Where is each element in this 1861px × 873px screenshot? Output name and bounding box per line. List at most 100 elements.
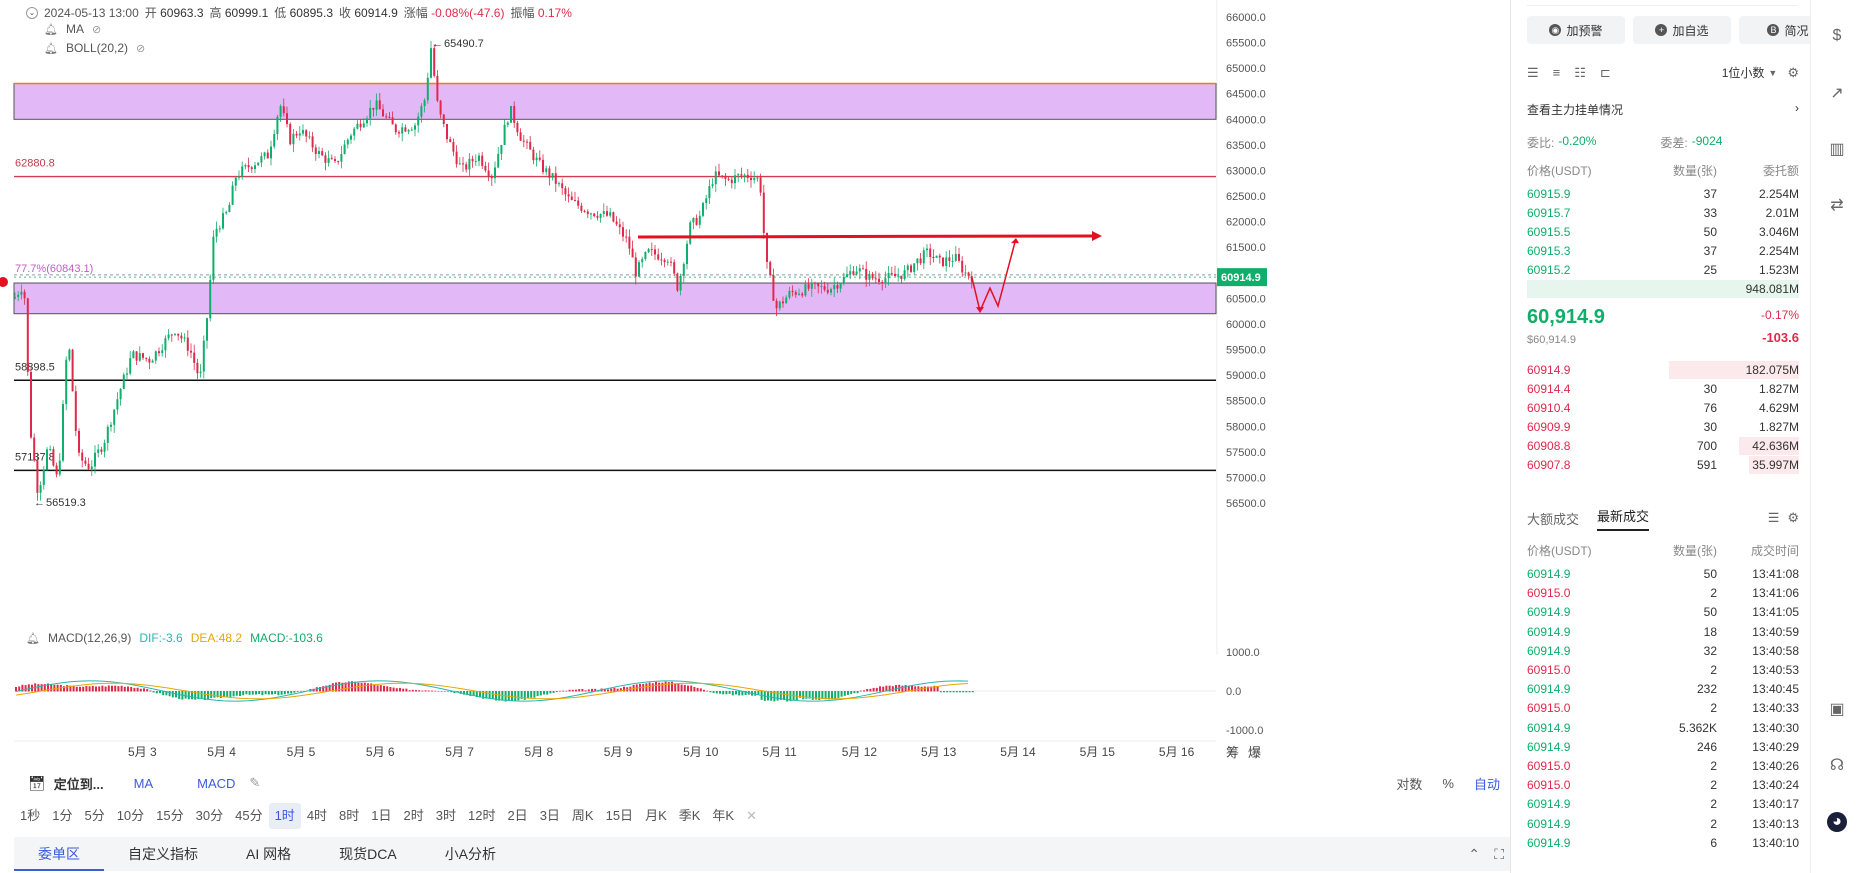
trade-row[interactable]: 60914.9 232 13:40:45 bbox=[1527, 679, 1799, 699]
chevron-up-icon[interactable]: ⌃ bbox=[1468, 845, 1480, 862]
settings-icon[interactable]: ⚙︎ bbox=[1787, 64, 1799, 80]
macd-toggle[interactable]: MACD bbox=[197, 775, 236, 791]
bar-chart-icon[interactable]: ▥ bbox=[1829, 141, 1845, 158]
bid-row[interactable]: 60914.92.989K182.075M bbox=[1527, 360, 1799, 380]
trade-row[interactable]: 60914.9 32 13:40:58 bbox=[1527, 641, 1799, 661]
trade-row[interactable]: 60914.9 50 13:41:08 bbox=[1527, 564, 1799, 584]
bottom-tab-2[interactable]: AI 网格 bbox=[246, 846, 292, 862]
eye-off-icon[interactable]: ⊘ bbox=[91, 23, 102, 36]
filter-icon[interactable]: ☰ bbox=[1767, 510, 1780, 525]
cell-a: 13:41:06 bbox=[1752, 586, 1799, 601]
timeframe-7[interactable]: 1时 bbox=[268, 803, 301, 829]
bid-row[interactable]: 60908.8 700 42.636M bbox=[1527, 436, 1799, 456]
bid-row[interactable]: 60907.8 591 35.997M bbox=[1527, 455, 1799, 475]
timeframe-10[interactable]: 1日 bbox=[371, 808, 392, 823]
trade-row[interactable]: 60915.0 2 13:40:26 bbox=[1527, 756, 1799, 776]
candlestick-chart[interactable]: 66000.0 65500.0 65000.0 64500.0 64000.0 63500… bbox=[0, 0, 1510, 873]
percent-toggle[interactable]: % bbox=[1442, 775, 1454, 791]
trade-row[interactable]: 60915.0 2 13:40:53 bbox=[1527, 660, 1799, 680]
add-watchlist-button[interactable]: + 加自选 bbox=[1633, 16, 1731, 44]
ask-row[interactable]: 60915.7 33 2.01M bbox=[1527, 203, 1799, 223]
bottom-tab-3[interactable]: 现货DCA bbox=[339, 846, 397, 862]
trade-row[interactable]: 60915.0 2 13:40:33 bbox=[1527, 698, 1799, 718]
timeframe-8[interactable]: 4时 bbox=[306, 808, 328, 823]
timeframe-1[interactable]: 1分 bbox=[52, 808, 73, 823]
headset-icon[interactable]: ☊ bbox=[1829, 757, 1845, 774]
ask-row[interactable]: 60915.5 50 3.046M bbox=[1527, 222, 1799, 242]
trade-row[interactable]: 60914.9 246 13:40:29 bbox=[1527, 737, 1799, 757]
timeframe-12[interactable]: 3时 bbox=[435, 808, 456, 823]
layout-list-icon[interactable]: ≡ bbox=[1552, 65, 1561, 80]
layout-both-icon[interactable]: ☰ bbox=[1527, 64, 1539, 80]
bottom-tab-1[interactable]: 自定义指标 bbox=[128, 846, 198, 862]
auto-toggle[interactable]: 自动 bbox=[1473, 776, 1500, 792]
view-main-orders[interactable]: 查看主力挂单情况 › bbox=[1527, 101, 1799, 117]
trade-row[interactable]: 60914.9 2 13:40:17 bbox=[1527, 794, 1799, 814]
layout-icon[interactable]: ▣ bbox=[1829, 701, 1845, 718]
trade-row[interactable]: 60914.9 18 13:40:59 bbox=[1527, 622, 1799, 642]
tab-latest-trades[interactable]: 最新成交 bbox=[1597, 506, 1650, 531]
bell-icon[interactable]: 🔔︎ bbox=[26, 632, 40, 645]
timeframe-6[interactable]: 45分 bbox=[235, 808, 263, 823]
layout-bid-icon[interactable]: ☷ bbox=[1574, 64, 1586, 80]
timeframe-16[interactable]: 周K bbox=[571, 808, 594, 823]
timeframe-5[interactable]: 30分 bbox=[195, 808, 224, 823]
bid-row[interactable]: 60914.4 30 1.827M bbox=[1527, 379, 1799, 399]
decimal-select[interactable]: 1位小数 bbox=[1721, 66, 1765, 80]
bell-icon[interactable]: 🔔︎ bbox=[44, 23, 58, 36]
chevron-icon[interactable]: ⌄ bbox=[26, 6, 38, 19]
exchange-icon[interactable]: ⇄ bbox=[1830, 197, 1844, 214]
layout-ask-icon[interactable]: ⊏ bbox=[1599, 64, 1611, 80]
calendar-icon[interactable]: 📅︎ bbox=[28, 774, 46, 791]
eye-off-icon[interactable]: ⊘ bbox=[136, 42, 146, 55]
add-alert-button[interactable]: ◉ 加预警 bbox=[1527, 16, 1625, 44]
timeframe-9[interactable]: 8时 bbox=[339, 808, 360, 823]
trade-row[interactable]: 60914.9 2 13:40:13 bbox=[1527, 814, 1799, 834]
trade-row[interactable]: 60915.0 2 13:41:06 bbox=[1527, 583, 1799, 603]
timeframe-14[interactable]: 2日 bbox=[507, 808, 528, 823]
timeframe-13[interactable]: 12时 bbox=[467, 808, 496, 823]
candle-body bbox=[478, 155, 480, 161]
expand-icon[interactable]: ⛶ bbox=[1494, 845, 1504, 862]
trade-row[interactable]: 60914.9 6 13:40:10 bbox=[1527, 833, 1799, 853]
timeframe-15[interactable]: 3日 bbox=[539, 808, 560, 823]
robot-icon[interactable]: ◕ bbox=[1827, 812, 1847, 832]
candle-body bbox=[865, 268, 868, 280]
trade-row[interactable]: 60915.0 2 13:40:24 bbox=[1527, 775, 1799, 795]
ask-row[interactable]: 60915.3 37 2.254M bbox=[1527, 241, 1799, 261]
timeframe-2[interactable]: 5分 bbox=[84, 808, 105, 823]
timeframe-0[interactable]: 1秒 bbox=[20, 808, 41, 823]
ask-row[interactable]: 60915.2 25 1.523M bbox=[1527, 260, 1799, 280]
timeframe-17[interactable]: 15日 bbox=[605, 808, 634, 823]
candle-body bbox=[238, 176, 240, 178]
ask-row[interactable]: 60915.015.564K948.081M bbox=[1527, 279, 1799, 299]
bottom-tab-0[interactable]: 委单区 bbox=[14, 837, 104, 871]
boll-indicator-row[interactable]: 🔔︎ BOLL(20,2) ⊘ bbox=[44, 41, 145, 55]
timeframe-11[interactable]: 2时 bbox=[403, 808, 424, 823]
timeframe-19[interactable]: 季K bbox=[678, 808, 701, 823]
candle-body bbox=[68, 349, 71, 360]
ma-toggle[interactable]: MA bbox=[133, 775, 154, 791]
ma-indicator-row[interactable]: 🔔︎ MA ⊘ bbox=[44, 22, 101, 36]
log-toggle[interactable]: 对数 bbox=[1396, 776, 1423, 792]
macd-bar bbox=[533, 691, 536, 698]
timeframe-3[interactable]: 10分 bbox=[116, 808, 145, 823]
bid-row[interactable]: 60909.9 30 1.827M bbox=[1527, 417, 1799, 437]
bid-row[interactable]: 60910.4 76 4.629M bbox=[1527, 398, 1799, 418]
bell-icon[interactable]: 🔔︎ bbox=[44, 42, 58, 55]
edit-icon[interactable]: ✎ bbox=[249, 775, 261, 790]
timeframe-18[interactable]: 月K bbox=[645, 808, 667, 823]
dollar-doc-icon[interactable]: $ bbox=[1832, 27, 1842, 44]
trade-row[interactable]: 60914.9 50 13:41:05 bbox=[1527, 602, 1799, 622]
chart-area[interactable]: 66000.0 65500.0 65000.0 64500.0 64000.0 63500… bbox=[0, 0, 1510, 873]
locate-button[interactable]: 定位到... bbox=[53, 776, 104, 792]
trade-row[interactable]: 60914.9 5.362K 13:40:30 bbox=[1527, 718, 1799, 738]
bottom-tab-4[interactable]: 小A分析 bbox=[444, 846, 497, 862]
close-icon[interactable]: ✕ bbox=[746, 808, 757, 823]
tab-large-trades[interactable]: 大额成交 bbox=[1527, 511, 1580, 527]
timeframe-20[interactable]: 年K bbox=[712, 808, 735, 823]
ask-row[interactable]: 60915.9 37 2.254M bbox=[1527, 184, 1799, 204]
settings-icon[interactable]: ⚙︎ bbox=[1787, 510, 1799, 525]
timeframe-4[interactable]: 15分 bbox=[156, 808, 184, 823]
trend-chart-icon[interactable]: ↗ bbox=[1830, 85, 1844, 102]
